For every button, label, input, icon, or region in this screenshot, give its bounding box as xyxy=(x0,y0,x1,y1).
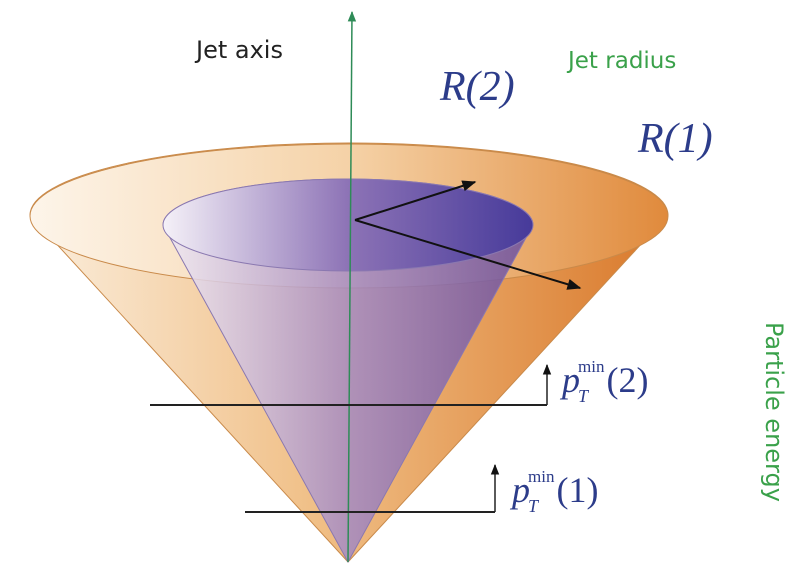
r2-label: R(2) xyxy=(439,64,515,110)
jet-cone-diagram: Jet axis Jet radius R(2) R(1) Particle e… xyxy=(0,0,797,577)
threshold-label-1: pTmin(1) xyxy=(509,467,598,516)
argument: (2) xyxy=(606,360,648,400)
jet-radius-label: Jet radius xyxy=(566,48,676,74)
argument: (1) xyxy=(556,470,598,510)
symbol: p xyxy=(559,360,580,400)
subscript: T xyxy=(528,496,540,516)
symbol: p xyxy=(509,470,530,510)
subscript: T xyxy=(578,386,590,406)
threshold-label-2: pTmin(2) xyxy=(559,357,648,406)
superscript: min xyxy=(578,357,605,376)
particle-energy-label: Particle energy xyxy=(760,322,788,502)
r1-label: R(1) xyxy=(637,116,713,162)
jet-axis-label: Jet axis xyxy=(194,36,283,64)
superscript: min xyxy=(528,467,555,486)
